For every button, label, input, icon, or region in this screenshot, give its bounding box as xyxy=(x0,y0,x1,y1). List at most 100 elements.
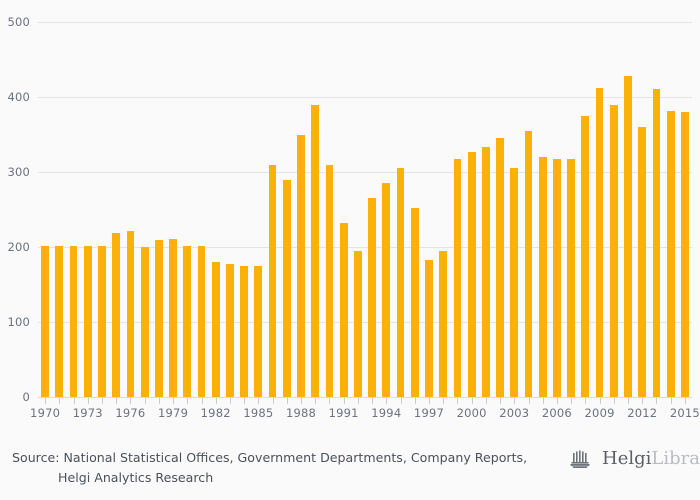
bar-1978[interactable] xyxy=(154,239,163,397)
bar-2007[interactable] xyxy=(567,159,576,397)
bar-1990[interactable] xyxy=(325,165,334,397)
bar-2002[interactable] xyxy=(496,138,504,397)
bar-1996[interactable] xyxy=(410,208,419,397)
bar-1980[interactable] xyxy=(183,246,192,397)
gridline-0 xyxy=(38,397,692,398)
bar-2014[interactable] xyxy=(666,111,675,397)
bar-2005[interactable] xyxy=(538,157,547,397)
x-tick-mark-1989 xyxy=(315,397,317,404)
bar-2012[interactable] xyxy=(638,127,647,397)
bar-2011[interactable] xyxy=(624,76,632,397)
x-tick-mark-1979 xyxy=(173,397,175,404)
x-tick-mark-1985 xyxy=(258,397,260,404)
x-tick-mark-1994 xyxy=(386,397,388,404)
bar-2008[interactable] xyxy=(581,115,590,397)
gridline-300 xyxy=(38,172,692,173)
helgi-library-logo[interactable]: HelgiLibrary xyxy=(570,449,700,469)
bar-1977[interactable] xyxy=(140,247,149,397)
x-tick-mark-1996 xyxy=(414,397,416,404)
x-tick-mark-1984 xyxy=(244,397,246,404)
bar-2006[interactable] xyxy=(553,158,561,397)
chart-footer: Source: National Statistical Offices, Go… xyxy=(0,440,700,500)
bar-2009[interactable] xyxy=(595,88,604,397)
x-tick-label-1970: 1970 xyxy=(30,406,61,420)
y-tick-label-500: 500 xyxy=(7,15,30,29)
x-tick-mark-1987 xyxy=(286,397,288,404)
x-tick-label-1994: 1994 xyxy=(371,406,402,420)
x-axis: 1970 1973 1976 1979 1982 1985 1988 1991 1994 1997… xyxy=(30,397,700,427)
bar-1999[interactable] xyxy=(453,158,462,397)
bar-1988[interactable] xyxy=(297,134,305,397)
x-tick-label-1979: 1979 xyxy=(158,406,189,420)
bar-1981[interactable] xyxy=(197,246,206,397)
bar-2000[interactable] xyxy=(467,151,476,397)
x-tick-mark-2000 xyxy=(471,397,473,404)
x-tick-mark-2012 xyxy=(642,397,644,404)
x-tick-label-2000: 2000 xyxy=(456,406,487,420)
x-tick-mark-1992 xyxy=(357,397,359,404)
bar-1976[interactable] xyxy=(126,230,135,397)
bar-2010[interactable] xyxy=(609,105,618,397)
y-tick-label-100: 100 xyxy=(7,315,30,329)
x-tick-mark-1993 xyxy=(372,397,374,404)
bar-2004[interactable] xyxy=(524,130,533,397)
x-tick-mark-2011 xyxy=(628,397,630,404)
x-tick-mark-1975 xyxy=(116,397,118,404)
bar-1983[interactable] xyxy=(226,263,234,397)
bar-1972[interactable] xyxy=(69,246,78,397)
x-tick-label-1982: 1982 xyxy=(200,406,231,420)
plot-area xyxy=(38,22,692,398)
bar-1970[interactable] xyxy=(41,245,49,397)
x-tick-mark-2001 xyxy=(485,397,487,404)
x-tick-label-1973: 1973 xyxy=(72,406,103,420)
bar-1992[interactable] xyxy=(353,250,362,397)
bar-1975[interactable] xyxy=(112,232,121,397)
x-tick-mark-2014 xyxy=(670,397,672,404)
bar-2003[interactable] xyxy=(510,168,519,397)
bar-1986[interactable] xyxy=(268,164,277,397)
bar-1989[interactable] xyxy=(311,104,320,397)
gridline-400 xyxy=(38,97,692,98)
x-tick-label-1991: 1991 xyxy=(328,406,359,420)
x-tick-label-2009: 2009 xyxy=(584,406,615,420)
bar-1997[interactable] xyxy=(425,259,433,397)
bar-1987[interactable] xyxy=(282,179,291,397)
x-tick-mark-1986 xyxy=(272,397,274,404)
bar-series xyxy=(38,22,692,397)
bar-1995[interactable] xyxy=(396,168,405,397)
bar-1973[interactable] xyxy=(83,246,92,397)
x-tick-mark-2010 xyxy=(613,397,615,404)
bar-1979[interactable] xyxy=(169,238,177,397)
bar-1985[interactable] xyxy=(254,265,263,397)
bar-1974[interactable] xyxy=(98,246,106,397)
x-tick-mark-2015 xyxy=(684,397,686,404)
x-tick-mark-1977 xyxy=(144,397,146,404)
x-tick-mark-1983 xyxy=(229,397,231,404)
bar-1998[interactable] xyxy=(439,250,448,397)
bar-2015[interactable] xyxy=(680,112,689,397)
x-tick-mark-1999 xyxy=(457,397,459,404)
x-tick-mark-1982 xyxy=(215,397,217,404)
x-tick-label-1985: 1985 xyxy=(243,406,274,420)
x-tick-mark-2007 xyxy=(571,397,573,404)
bar-2013[interactable] xyxy=(652,88,661,397)
x-tick-mark-1978 xyxy=(158,397,160,404)
bar-1991[interactable] xyxy=(339,223,348,397)
gridline-500 xyxy=(38,22,692,23)
y-tick-label-0: 0 xyxy=(22,390,30,404)
x-tick-mark-1974 xyxy=(101,397,103,404)
x-tick-mark-1995 xyxy=(400,397,402,404)
source-line-2: Helgi Analytics Research xyxy=(58,470,214,485)
x-tick-label-2003: 2003 xyxy=(499,406,530,420)
bar-1982[interactable] xyxy=(211,262,220,397)
bar-1993[interactable] xyxy=(368,197,376,397)
x-tick-mark-2008 xyxy=(585,397,587,404)
bar-1984[interactable] xyxy=(240,265,249,397)
x-tick-mark-2013 xyxy=(656,397,658,404)
bar-1971[interactable] xyxy=(55,246,64,397)
bar-1994[interactable] xyxy=(382,183,391,397)
y-axis: 0 100 200 300 400 500 xyxy=(0,0,38,500)
source-line-1: Source: National Statistical Offices, Go… xyxy=(12,450,528,465)
bar-2001[interactable] xyxy=(481,147,490,397)
source-note: Source: National Statistical Offices, Go… xyxy=(12,448,557,488)
